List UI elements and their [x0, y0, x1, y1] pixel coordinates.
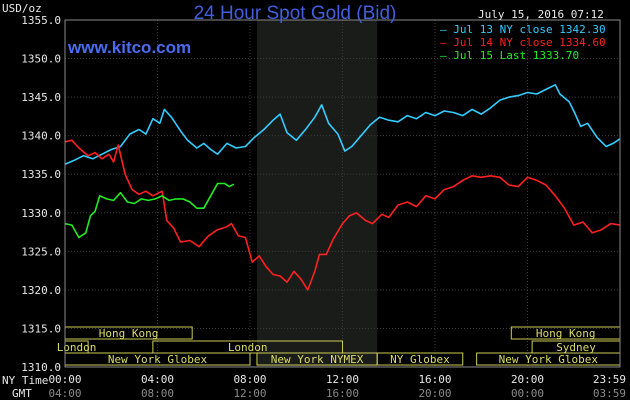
market-bar — [376, 352, 464, 366]
y-axis-ticks: 1310.0 1315.0 1320.0 1325.0 1330.0 1335.0 1340… — [21, 14, 61, 374]
x-tick-label-ny: 08:00 — [233, 373, 266, 386]
x-tick-label-gmt: 12:00 — [233, 387, 266, 400]
market-label: Hong Kong — [536, 327, 596, 340]
brand-watermark: www.kitco.com — [67, 38, 191, 57]
y-tick-label: 1350.0 — [21, 53, 61, 66]
market-label: London — [228, 341, 268, 354]
x-tick-label-gmt: 08:00 — [141, 387, 174, 400]
series-line-1 — [64, 84, 621, 165]
x-tick-label-gmt: 03:59 — [593, 387, 626, 400]
market-label: New York NYMEX — [271, 353, 364, 366]
x-axis-ticks: 00:0004:0004:0008:0008:0012:0012:0016:00… — [48, 373, 626, 400]
legend-entry-3: — Jul 15 Last 1333.70 — [440, 49, 579, 62]
x-tick-label-ny: 00:00 — [48, 373, 81, 386]
series-layer — [64, 84, 621, 291]
x-tick-label-ny: 16:00 — [418, 373, 451, 386]
night-shade-band — [256, 20, 378, 367]
y-tick-label: 1335.0 — [21, 168, 61, 181]
market-label: London — [57, 341, 97, 354]
x-tick-label-gmt: 16:00 — [326, 387, 359, 400]
y-tick-label: 1325.0 — [21, 245, 61, 258]
x-tick-label-ny: 12:00 — [326, 373, 359, 386]
chart-title: 24 Hour Spot Gold (Bid) — [194, 3, 397, 24]
legend-entry-1: — Jul 13 NY close 1342.30 — [440, 23, 606, 36]
plot-frame — [64, 19, 621, 368]
market-label: Sydney — [556, 341, 596, 354]
market-label: New York Globex — [499, 353, 599, 366]
market-label: NY Globex — [390, 353, 450, 366]
x-tick-label-ny: 23:59 — [593, 373, 626, 386]
y-tick-label: 1340.0 — [21, 130, 61, 143]
market-label: Hong Kong — [99, 327, 159, 340]
y-tick-label: 1355.0 — [21, 14, 61, 27]
x-tick-label-ny: 04:00 — [141, 373, 174, 386]
x-label-ny-time: NY Time — [2, 374, 48, 387]
y-tick-label: 1345.0 — [21, 91, 61, 104]
timestamp: July 15, 2016 07:12 — [478, 8, 604, 21]
market-label: New York Globex — [108, 353, 208, 366]
y-tick-label: 1310.0 — [21, 361, 61, 374]
units-label: USD/oz — [2, 2, 42, 15]
y-tick-label: 1320.0 — [21, 284, 61, 297]
legend-entry-2: — Jul 14 NY close 1334.60 — [440, 36, 606, 49]
x-tick-label-gmt: 20:00 — [418, 387, 451, 400]
y-tick-label: 1330.0 — [21, 207, 61, 220]
series-line-2 — [64, 139, 621, 291]
x-tick-label-gmt: 00:00 — [511, 387, 544, 400]
y-tick-label: 1315.0 — [21, 322, 61, 335]
x-tick-label-ny: 20:00 — [511, 373, 544, 386]
legend: — Jul 13 NY close 1342.30— Jul 14 NY clo… — [440, 23, 606, 62]
x-label-gmt: GMT — [12, 387, 32, 400]
x-tick-label-gmt: 04:00 — [48, 387, 81, 400]
series-line-3 — [64, 182, 235, 239]
